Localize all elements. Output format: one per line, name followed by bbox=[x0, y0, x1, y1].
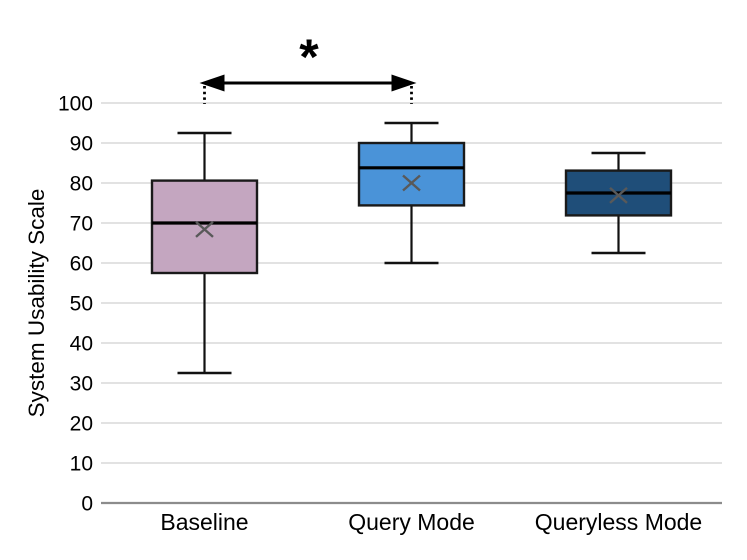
mean-x-marker-query-mode bbox=[402, 174, 421, 192]
mean-x-marker-queryless-mode bbox=[609, 187, 628, 204]
y-axis-tick-label: 60 bbox=[70, 253, 93, 276]
y-axis-tick-label: 80 bbox=[70, 173, 93, 196]
y-axis-tick-label: 20 bbox=[70, 413, 93, 436]
y-axis-tick-label: 40 bbox=[70, 333, 93, 356]
x-category-label: Queryless Mode bbox=[535, 509, 702, 535]
y-axis-tick-label: 10 bbox=[70, 453, 93, 476]
y-axis-tick-label: 90 bbox=[70, 133, 93, 156]
significance-arrowhead-right bbox=[391, 74, 417, 92]
y-axis-tick-label: 0 bbox=[81, 493, 93, 516]
mean-x-marker-baseline bbox=[195, 221, 214, 238]
x-category-label: Baseline bbox=[160, 509, 248, 535]
significance-arrowhead-left bbox=[199, 74, 225, 92]
y-axis-tick-label: 100 bbox=[58, 93, 93, 116]
box-rect-query-mode bbox=[357, 141, 466, 207]
x-category-label: Query Mode bbox=[348, 509, 475, 535]
y-axis-title: System Usability Scale bbox=[24, 189, 49, 418]
significance-asterisk: * bbox=[299, 29, 319, 85]
box-rect-baseline bbox=[150, 179, 259, 275]
y-axis-tick-label: 70 bbox=[70, 213, 93, 236]
y-axis-tick-label: 30 bbox=[70, 373, 93, 396]
y-axis-tick-label: 50 bbox=[70, 293, 93, 316]
